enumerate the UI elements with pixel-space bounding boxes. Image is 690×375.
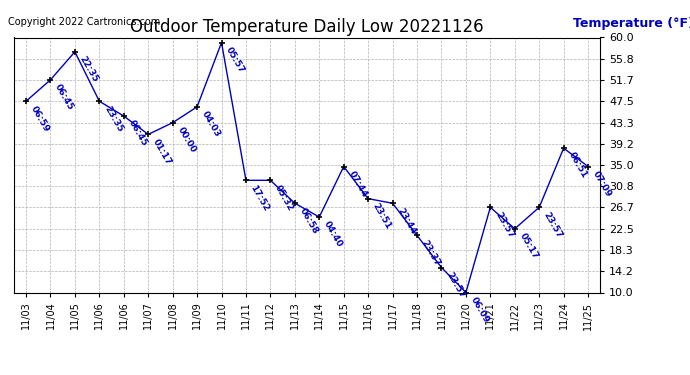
- Text: 06:51: 06:51: [566, 151, 589, 180]
- Text: 17:52: 17:52: [248, 183, 271, 213]
- Text: Temperature (°F): Temperature (°F): [573, 17, 690, 30]
- Text: 06:45: 06:45: [53, 82, 75, 112]
- Text: 23:57: 23:57: [493, 210, 515, 240]
- Text: 23:57: 23:57: [542, 210, 564, 240]
- Text: 04:40: 04:40: [322, 220, 344, 249]
- Text: 23:44: 23:44: [395, 206, 417, 236]
- Text: Copyright 2022 Cartronics.com: Copyright 2022 Cartronics.com: [8, 17, 160, 27]
- Text: 23:57: 23:57: [444, 270, 466, 300]
- Text: 23:51: 23:51: [371, 201, 393, 231]
- Text: 05:57: 05:57: [224, 45, 246, 75]
- Text: 05:17: 05:17: [518, 231, 540, 261]
- Text: 06:09: 06:09: [469, 295, 491, 324]
- Text: 23:35: 23:35: [102, 104, 124, 134]
- Text: 22:35: 22:35: [78, 54, 100, 84]
- Title: Outdoor Temperature Daily Low 20221126: Outdoor Temperature Daily Low 20221126: [130, 18, 484, 36]
- Text: 23:37: 23:37: [420, 238, 442, 267]
- Text: 01:17: 01:17: [151, 137, 173, 166]
- Text: 06:59: 06:59: [29, 104, 51, 134]
- Text: 05:32: 05:32: [273, 183, 295, 212]
- Text: 06:45: 06:45: [126, 119, 148, 148]
- Text: 06:58: 06:58: [297, 206, 319, 235]
- Text: 00:00: 00:00: [175, 126, 197, 154]
- Text: 07:44: 07:44: [346, 169, 368, 199]
- Text: 07:09: 07:09: [591, 169, 613, 199]
- Text: 04:03: 04:03: [200, 110, 222, 139]
